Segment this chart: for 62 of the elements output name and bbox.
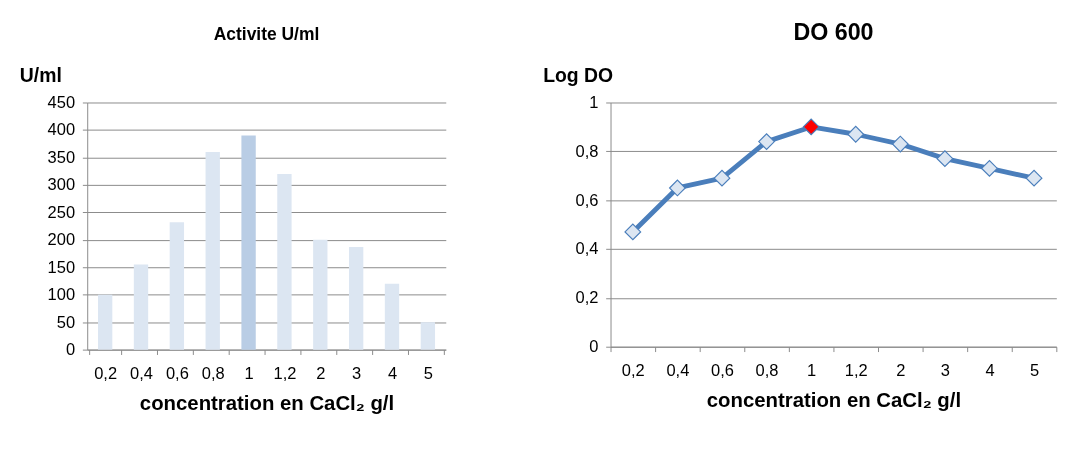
y-axis-title: Log DO [543,63,614,86]
x-tick-label: 1 [807,361,817,380]
x-tick-label: 0,8 [201,364,225,383]
point [1025,169,1043,187]
bar [420,322,436,350]
y-tick-label: 0,6 [575,190,599,209]
x-tick-label: 1,2 [273,364,297,383]
x-tick-label: 0,4 [130,364,153,383]
y-tick-label: 0,8 [575,141,599,160]
bar [348,246,364,350]
point [891,135,909,153]
y-tick-label: 100 [47,285,76,304]
x-tick-label: 5 [423,364,433,383]
x-tick-label: 0,2 [621,361,645,380]
y-tick-label: 250 [47,202,76,221]
point [847,125,865,143]
bar [205,151,220,350]
x-tick-label: 0,6 [165,364,189,383]
x-tick-label: 1 [244,364,254,383]
y-tick-label: 0 [65,339,76,358]
point [758,133,775,150]
y-tick-label: 1 [589,92,599,111]
y-tick-label: 200 [47,230,76,249]
bar [97,294,113,350]
bar [169,222,185,350]
x-tick-label: 5 [1029,361,1040,380]
y-axis-title: U/ml [19,63,62,86]
x-tick-label: 0,2 [94,364,118,383]
x-tick-label: 4 [387,364,398,383]
y-tick-label: 400 [47,120,76,139]
y-tick-label: 350 [47,147,76,166]
bar [133,264,149,350]
y-tick-label: 0,4 [575,239,599,258]
x-tick-label: 0,6 [711,361,734,380]
x-tick-label: 4 [985,361,995,380]
y-tick-label: 150 [47,257,76,276]
x-tick-label: 3 [352,364,362,383]
point [713,169,731,187]
y-tick-label: 0 [589,337,599,356]
y-tick-label: 50 [56,312,76,331]
bar [277,173,292,350]
bar [384,283,400,350]
x-tick-label: 3 [940,361,950,380]
bar [241,135,256,350]
x-tick-label: 2 [316,364,326,383]
x-axis-title: concentration en CaCl₂ g/l [706,389,962,412]
y-tick-label: 300 [47,175,76,194]
y-tick-label: 450 [47,92,76,111]
x-axis-title: concentration en CaCl₂ g/l [139,392,395,415]
chart-title: DO 600 [793,18,874,45]
point [936,150,954,168]
y-tick-label: 0,2 [575,288,599,307]
x-tick-label: 0,4 [666,361,690,380]
chart-title: Activite U/ml [213,24,320,45]
x-tick-label: 1,2 [844,361,868,380]
bar [313,239,328,350]
x-tick-label: 2 [896,361,906,380]
point [802,118,820,136]
x-tick-label: 0,8 [755,361,779,380]
point [981,160,998,177]
point [624,223,642,241]
point [669,179,686,197]
